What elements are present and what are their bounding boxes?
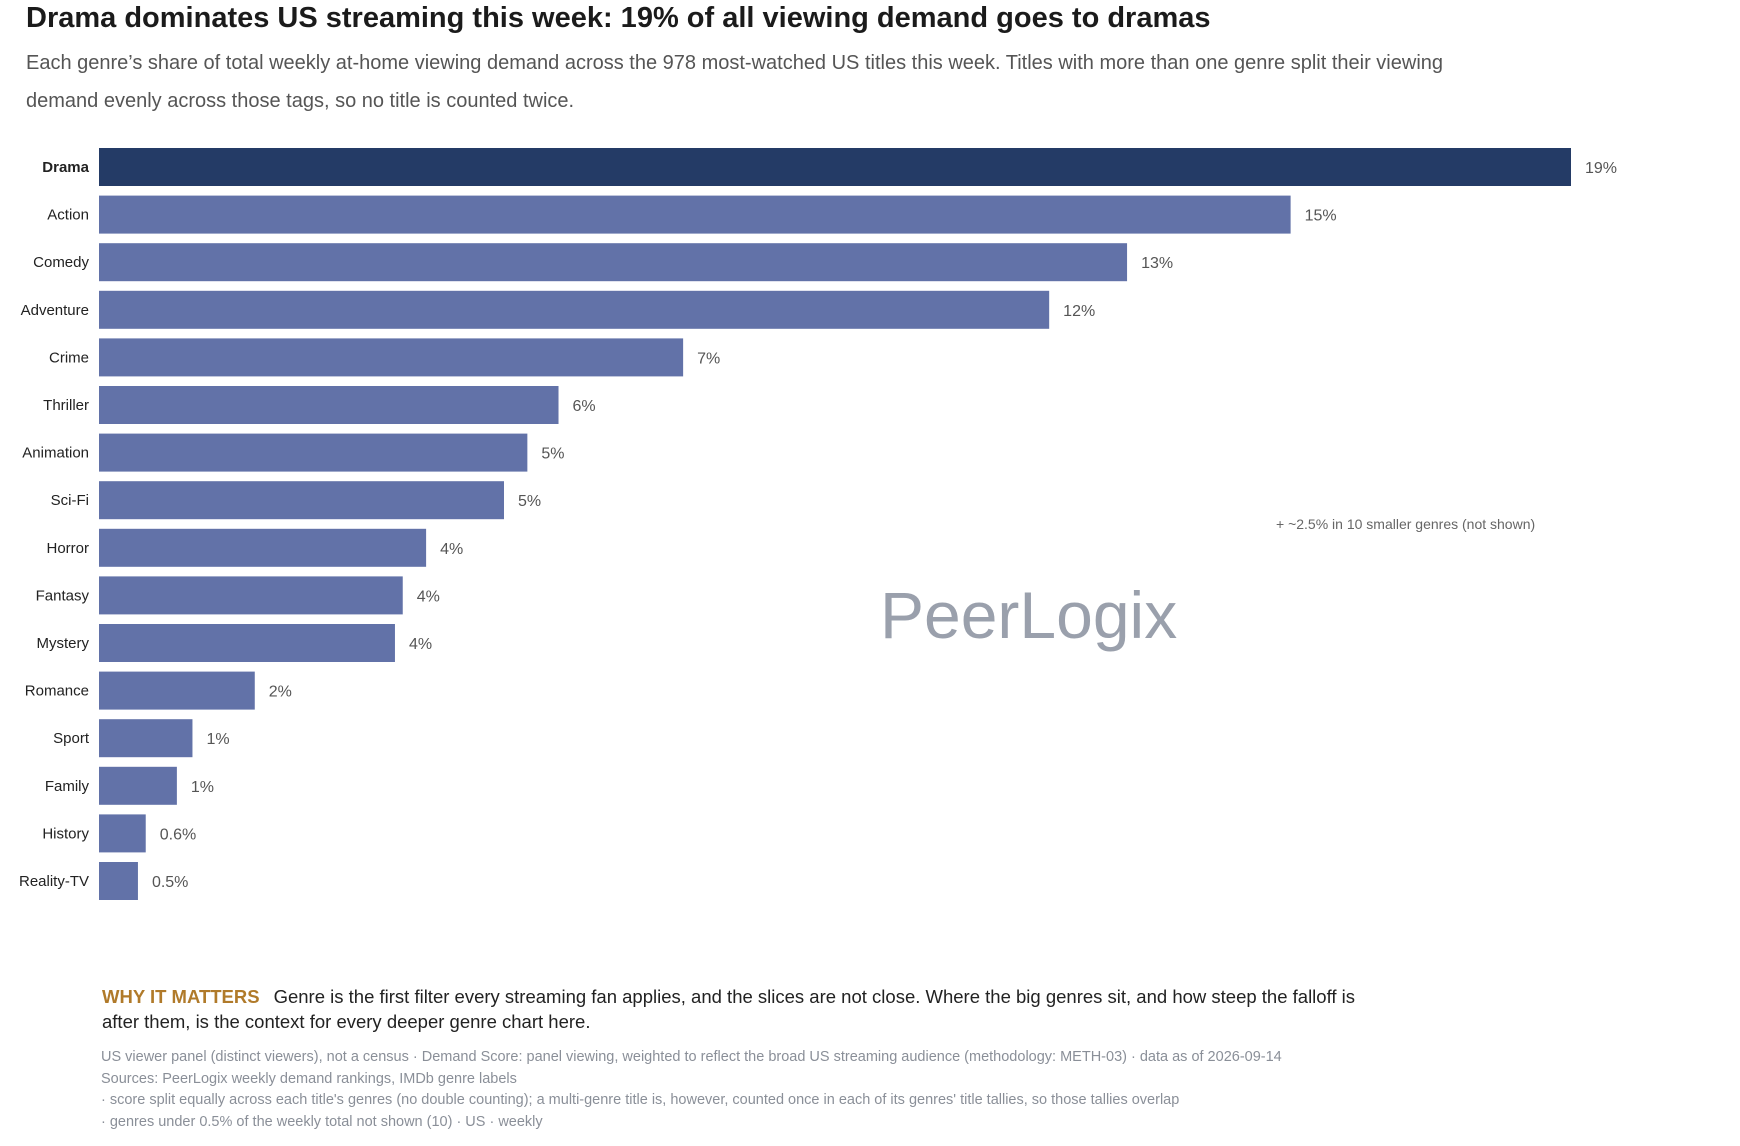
bar-sci-fi: [99, 481, 504, 520]
category-label-romance: Romance: [25, 683, 89, 700]
watermark-text: PeerLogix: [880, 578, 1177, 652]
bar-crime: [99, 338, 684, 377]
why-it-matters: WHY IT MATTERS Genre is the first filter …: [102, 984, 1392, 1034]
value-label-drama: 19%: [1585, 160, 1617, 177]
bar-horror: [99, 528, 427, 567]
bar-family: [99, 766, 177, 805]
category-label-action: Action: [47, 207, 89, 224]
why-it-matters-heading: WHY IT MATTERS: [102, 986, 260, 1007]
category-label-mystery: Mystery: [37, 635, 90, 652]
category-label-horror: Horror: [46, 540, 89, 557]
bar-reality-tv: [99, 862, 138, 900]
bar-adventure: [99, 290, 1050, 329]
bar-mystery: [99, 624, 395, 662]
why-it-matters-text: Genre is the first filter every streamin…: [102, 986, 1356, 1032]
value-label-comedy: 13%: [1141, 255, 1173, 272]
bar-fantasy: [99, 576, 403, 615]
value-label-crime: 7%: [697, 350, 720, 367]
value-label-horror: 4%: [440, 541, 463, 558]
page-subtitle: Each genre’s share of total weekly at-ho…: [26, 52, 1444, 112]
category-label-fantasy: Fantasy: [36, 587, 90, 604]
genre-share-bar-chart: Drama 19% Action 15% Comedy 13% Adventure 12% Cr…: [19, 148, 1617, 900]
footer-line-scoring: · score split equally across each title'…: [101, 1092, 1180, 1108]
value-label-action: 15%: [1305, 208, 1337, 225]
category-label-reality-tv: Reality-TV: [19, 873, 89, 890]
value-label-sci-fi: 5%: [518, 493, 541, 510]
smaller-genres-annotation: + ~2.5% in 10 smaller genres (not shown): [1276, 516, 1535, 532]
value-label-family: 1%: [191, 779, 214, 796]
value-label-romance: 2%: [269, 684, 292, 701]
category-label-animation: Animation: [22, 445, 89, 462]
value-label-mystery: 4%: [409, 636, 432, 653]
category-label-sci-fi: Sci-Fi: [51, 492, 89, 509]
category-label-family: Family: [45, 778, 90, 795]
bar-thriller: [99, 386, 559, 424]
category-label-drama: Drama: [42, 159, 89, 176]
value-label-animation: 5%: [541, 446, 564, 463]
bar-drama: [99, 148, 1571, 186]
bar-romance: [99, 671, 255, 710]
category-label-thriller: Thriller: [43, 397, 89, 414]
footer-line-sources: Sources: PeerLogix weekly demand ranking…: [101, 1070, 517, 1087]
category-label-crime: Crime: [49, 349, 89, 366]
value-label-history: 0.6%: [160, 826, 196, 843]
bar-comedy: [99, 243, 1128, 282]
footer-line-excluded: · genres under 0.5% of the weekly total …: [101, 1113, 543, 1130]
bar-animation: [99, 433, 528, 472]
bar-history: [99, 814, 146, 853]
category-label-sport: Sport: [53, 730, 90, 747]
value-label-adventure: 12%: [1063, 303, 1095, 320]
value-label-reality-tv: 0.5%: [152, 874, 188, 891]
footer-line-methodology: US viewer panel (distinct viewers), not …: [101, 1049, 1282, 1065]
value-label-thriller: 6%: [573, 398, 596, 415]
value-label-sport: 1%: [206, 731, 229, 748]
category-label-comedy: Comedy: [33, 254, 89, 271]
value-label-fantasy: 4%: [417, 588, 440, 605]
bar-sport: [99, 719, 193, 758]
page-title: Drama dominates US streaming this week: …: [26, 2, 1211, 34]
category-label-history: History: [42, 825, 89, 842]
category-label-adventure: Adventure: [21, 302, 89, 319]
bar-action: [99, 195, 1291, 234]
footer-notes: US viewer panel (distinct viewers), not …: [101, 1047, 1501, 1133]
